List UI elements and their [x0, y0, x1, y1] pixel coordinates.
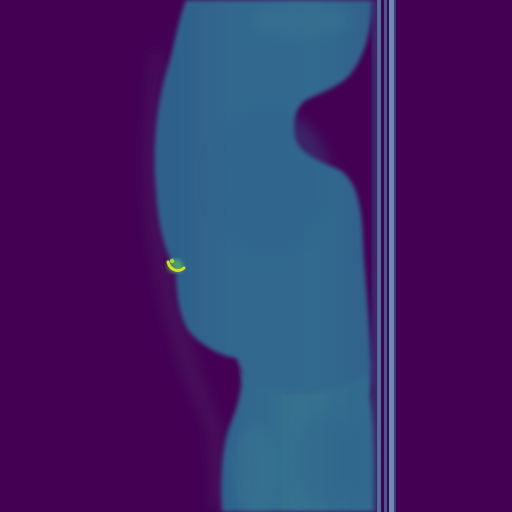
scanner-table — [372, 0, 396, 512]
tissue-texture — [210, 2, 365, 512]
skin-halo — [141, 50, 230, 512]
marker-hotspot — [166, 258, 186, 273]
